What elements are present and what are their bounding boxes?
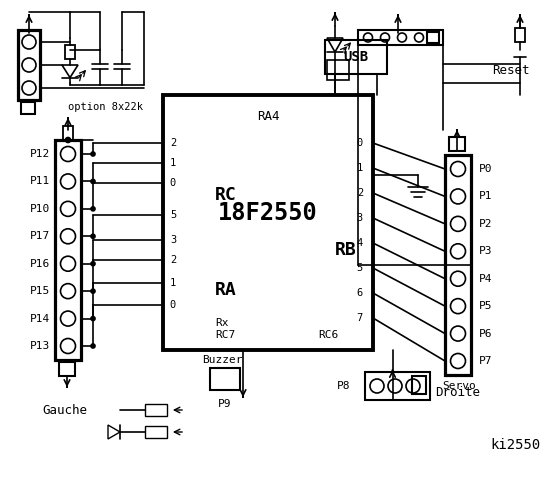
Bar	[327, 60, 349, 80]
Text: 4: 4	[357, 238, 363, 248]
Circle shape	[91, 317, 95, 321]
Text: 5: 5	[357, 263, 363, 273]
Text: Droite: Droite	[436, 386, 481, 399]
Bar	[449, 137, 465, 151]
Circle shape	[91, 180, 95, 183]
Text: P0: P0	[479, 164, 493, 174]
Text: 0: 0	[170, 178, 176, 188]
Text: 2: 2	[170, 138, 176, 148]
Bar	[412, 376, 426, 394]
Text: RC7: RC7	[215, 330, 235, 340]
Text: 18F2550: 18F2550	[218, 201, 318, 225]
Text: Servo: Servo	[442, 381, 476, 391]
Text: P6: P6	[479, 329, 493, 338]
Text: P9: P9	[218, 399, 232, 409]
Text: P1: P1	[479, 192, 493, 202]
Text: P3: P3	[479, 246, 493, 256]
Circle shape	[91, 262, 95, 266]
Text: 2: 2	[170, 255, 176, 265]
Bar	[427, 32, 439, 43]
Text: P15: P15	[30, 286, 50, 296]
Text: P4: P4	[479, 274, 493, 284]
Circle shape	[91, 152, 95, 156]
Circle shape	[91, 207, 95, 211]
Circle shape	[65, 137, 70, 143]
Text: 1: 1	[170, 158, 176, 168]
Text: RB: RB	[335, 241, 357, 259]
Text: P14: P14	[30, 313, 50, 324]
Bar	[210, 368, 240, 390]
Bar	[145, 404, 167, 416]
Text: 6: 6	[357, 288, 363, 298]
Bar	[445, 155, 471, 375]
Text: P12: P12	[30, 149, 50, 159]
Circle shape	[91, 344, 95, 348]
Text: 0: 0	[357, 138, 363, 148]
Bar	[145, 426, 167, 438]
Text: P11: P11	[30, 177, 50, 186]
Circle shape	[91, 234, 95, 238]
Text: 0: 0	[170, 300, 176, 310]
Text: RC6: RC6	[318, 330, 338, 340]
Text: P8: P8	[336, 381, 350, 391]
Circle shape	[91, 289, 95, 293]
Bar	[515, 28, 525, 42]
Text: 2: 2	[357, 188, 363, 198]
Text: P16: P16	[30, 259, 50, 269]
Bar	[59, 362, 75, 376]
Text: Reset: Reset	[492, 63, 530, 76]
Bar	[18, 30, 40, 100]
Bar	[365, 372, 430, 400]
Text: P13: P13	[30, 341, 50, 351]
Text: 3: 3	[357, 213, 363, 223]
Text: USB: USB	[343, 50, 368, 64]
Text: 1: 1	[357, 163, 363, 173]
Text: RC: RC	[215, 186, 237, 204]
Bar	[358, 30, 443, 45]
Bar	[63, 125, 73, 140]
Bar	[65, 45, 75, 59]
Bar	[55, 140, 81, 360]
Bar	[325, 40, 387, 74]
Text: Rx: Rx	[215, 318, 228, 328]
Text: Gauche: Gauche	[43, 404, 87, 417]
Text: 1: 1	[170, 278, 176, 288]
Text: Buzzer: Buzzer	[202, 355, 242, 365]
Text: RA4: RA4	[257, 110, 279, 123]
Bar	[163, 95, 373, 350]
Text: P5: P5	[479, 301, 493, 311]
Text: 7: 7	[357, 313, 363, 323]
Text: option 8x22k: option 8x22k	[67, 102, 143, 112]
Text: 5: 5	[170, 210, 176, 220]
Text: RA: RA	[215, 281, 237, 299]
Text: P17: P17	[30, 231, 50, 241]
Text: P10: P10	[30, 204, 50, 214]
Bar	[21, 102, 35, 114]
Text: P2: P2	[479, 219, 493, 229]
Text: P7: P7	[479, 356, 493, 366]
Text: ki2550: ki2550	[490, 438, 540, 452]
Text: 3: 3	[170, 235, 176, 245]
